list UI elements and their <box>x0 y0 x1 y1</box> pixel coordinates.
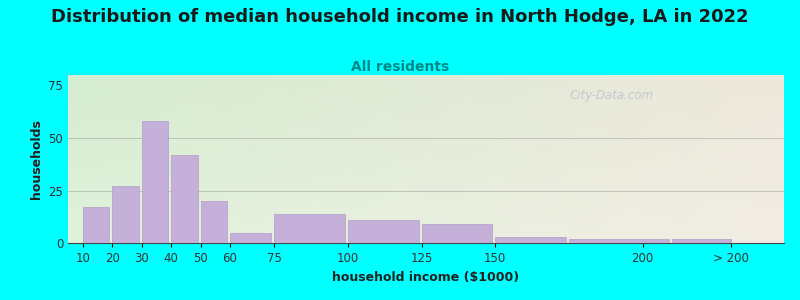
Bar <box>142 121 168 243</box>
Y-axis label: households: households <box>30 119 42 199</box>
Bar <box>171 155 198 243</box>
X-axis label: household income ($1000): household income ($1000) <box>333 271 519 284</box>
Text: City-Data.com: City-Data.com <box>570 89 654 102</box>
Bar <box>112 186 138 243</box>
Bar <box>495 237 566 243</box>
Text: Distribution of median household income in North Hodge, LA in 2022: Distribution of median household income … <box>51 8 749 26</box>
Bar <box>348 220 418 243</box>
Bar <box>201 201 227 243</box>
Bar <box>569 239 669 243</box>
Bar <box>230 232 271 243</box>
Bar <box>422 224 492 243</box>
Bar <box>672 239 731 243</box>
Bar <box>274 214 345 243</box>
Bar <box>82 207 110 243</box>
Text: All residents: All residents <box>351 60 449 74</box>
